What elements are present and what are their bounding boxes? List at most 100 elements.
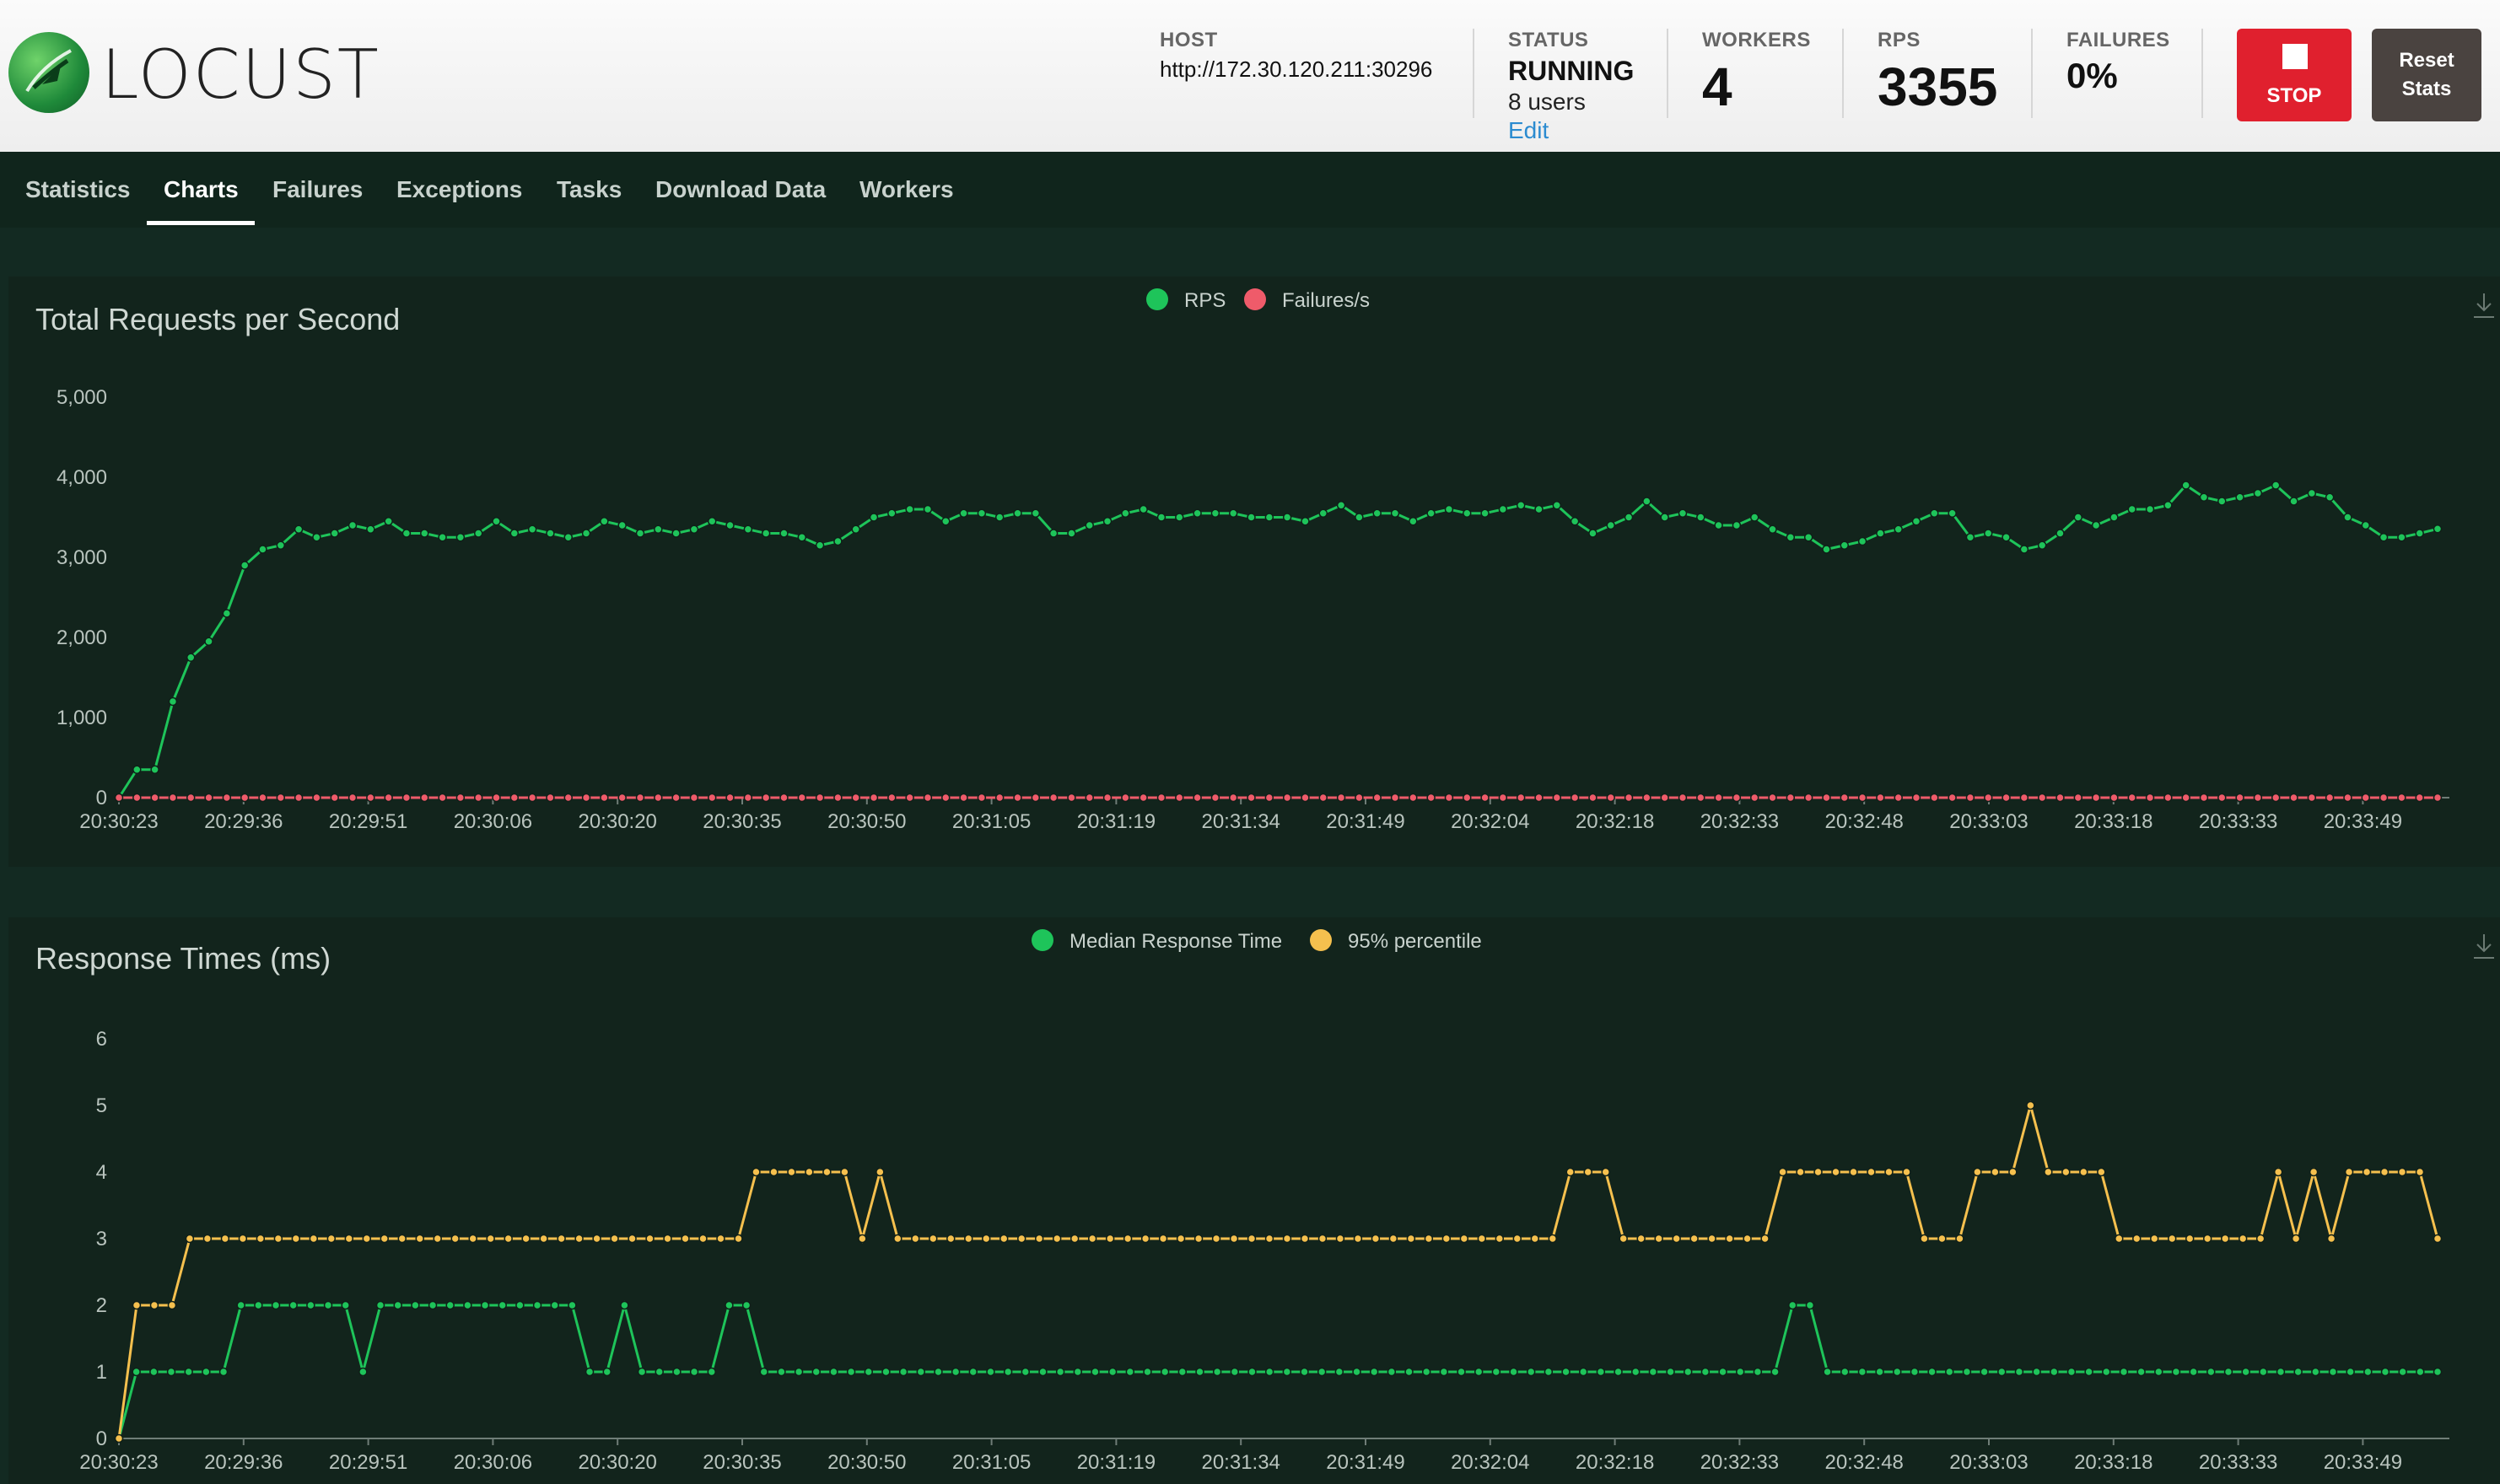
data-point	[114, 1433, 124, 1444]
data-point	[563, 533, 574, 542]
legend-label: 95% percentile	[1348, 930, 1482, 953]
data-point	[905, 504, 914, 514]
legend-label: Failures/s	[1282, 289, 1370, 312]
data-point	[2189, 1367, 2198, 1377]
data-point	[887, 508, 897, 518]
data-point	[1441, 1234, 1452, 1244]
data-point	[2050, 1367, 2059, 1377]
data-point	[698, 1234, 708, 1244]
data-point	[341, 1300, 350, 1310]
data-point	[1318, 508, 1328, 518]
data-point	[2289, 793, 2298, 803]
stop-button[interactable]: STOP	[2237, 29, 2352, 121]
data-point	[218, 1367, 229, 1377]
data-point	[2379, 1167, 2390, 1177]
y-tick-label: 5	[96, 1094, 107, 1117]
data-point	[1176, 1234, 1186, 1244]
data-point	[1034, 1234, 1044, 1244]
data-point	[654, 793, 663, 803]
data-point	[2185, 1234, 2195, 1244]
data-point	[2202, 1234, 2212, 1244]
y-tick-label: 5,000	[57, 386, 107, 409]
data-point	[689, 793, 699, 803]
series-line	[117, 483, 2438, 798]
data-point	[420, 529, 429, 538]
data-point	[1013, 793, 1022, 803]
data-point	[1534, 504, 1544, 514]
reset-stats-label: Reset Stats	[2399, 46, 2454, 104]
data-point	[1085, 520, 1094, 530]
data-point	[1700, 1367, 1711, 1377]
data-point	[707, 517, 717, 526]
x-tick-label: 20:29:36	[204, 1451, 283, 1474]
tab-charts[interactable]: Charts	[164, 176, 239, 202]
data-point	[941, 793, 951, 803]
data-point	[1210, 793, 1220, 803]
data-point	[663, 1234, 672, 1244]
data-point	[2055, 529, 2065, 538]
data-point	[2066, 1367, 2077, 1377]
x-tick-label: 20:32:04	[1451, 810, 1529, 833]
data-point	[1749, 793, 1759, 803]
download-icon[interactable]	[2471, 292, 2497, 320]
data-point	[1264, 793, 1274, 803]
data-point	[150, 793, 159, 803]
data-point	[1823, 1367, 1832, 1377]
divider	[1667, 29, 1668, 118]
data-point	[1849, 1167, 1858, 1177]
data-point	[1770, 1367, 1780, 1377]
data-point	[2361, 520, 2371, 530]
data-point	[291, 1234, 301, 1244]
data-point	[2223, 1367, 2233, 1377]
data-point	[238, 1234, 248, 1244]
data-point	[2127, 504, 2136, 514]
data-point	[1735, 1367, 1745, 1377]
data-point	[794, 1367, 804, 1377]
data-point	[2206, 1367, 2216, 1377]
download-icon[interactable]	[2471, 933, 2497, 961]
data-point	[348, 520, 358, 530]
data-point	[532, 1300, 542, 1310]
data-point	[1013, 508, 1022, 518]
data-point	[480, 1300, 490, 1310]
data-point	[492, 793, 501, 803]
data-point	[1678, 793, 1688, 803]
tab-tasks[interactable]: Tasks	[557, 176, 622, 202]
tab-failures[interactable]: Failures	[272, 176, 364, 202]
data-point	[1876, 529, 1885, 538]
tab-workers[interactable]: Workers	[859, 176, 954, 202]
data-point	[256, 1234, 266, 1244]
data-point	[1210, 508, 1220, 518]
data-point	[2309, 1167, 2319, 1177]
x-tick-label: 20:31:19	[1077, 1451, 1156, 1474]
data-point	[1813, 1167, 1823, 1177]
data-point	[1247, 1367, 1257, 1377]
data-point	[1840, 793, 1850, 803]
reset-stats-button[interactable]: Reset Stats	[2372, 29, 2481, 121]
data-point	[805, 1167, 814, 1177]
data-point	[1353, 1234, 1363, 1244]
data-point	[2181, 481, 2190, 490]
data-point	[1230, 1367, 1240, 1377]
data-point	[829, 1367, 838, 1377]
data-point	[2032, 1367, 2041, 1377]
x-tick-label: 20:31:19	[1077, 810, 1156, 833]
legend-marker	[1032, 929, 1053, 951]
data-point	[186, 653, 196, 662]
data-point	[707, 793, 717, 803]
data-point	[881, 1367, 891, 1377]
data-point	[620, 1300, 629, 1310]
tab-download-data[interactable]: Download Data	[655, 176, 827, 202]
tab-exceptions[interactable]: Exceptions	[396, 176, 523, 202]
data-point	[1753, 1367, 1763, 1377]
data-point	[2397, 1167, 2407, 1177]
tab-statistics[interactable]: Statistics	[25, 176, 131, 202]
edit-link[interactable]: Edit	[1508, 117, 1549, 143]
data-point	[463, 1300, 472, 1310]
data-point	[2132, 1234, 2142, 1244]
y-tick-label: 0	[96, 1428, 107, 1450]
data-point	[1426, 793, 1436, 803]
data-point	[1426, 508, 1436, 518]
data-point	[2276, 1367, 2286, 1377]
legend-marker	[1310, 929, 1332, 951]
